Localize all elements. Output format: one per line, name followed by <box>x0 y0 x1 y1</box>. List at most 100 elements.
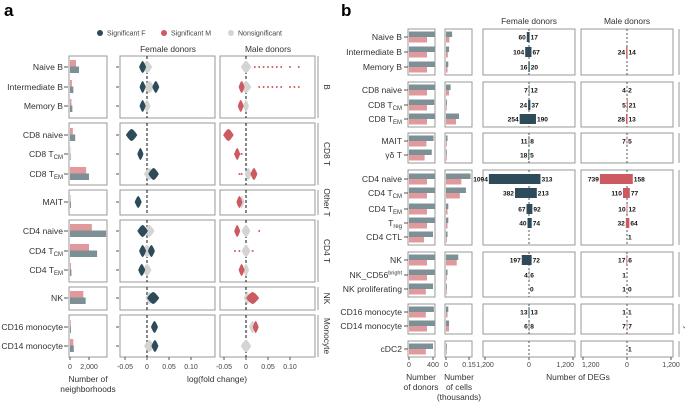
point <box>271 66 274 68</box>
axis-tick-label: 0.10 <box>283 364 297 371</box>
row-label-main: Memory B <box>24 101 63 111</box>
row-label-main: CD8 T <box>29 149 54 159</box>
bar-donors-male <box>409 67 427 73</box>
deg-count-label: 0 <box>530 286 534 293</box>
deg-count-label: 74 <box>533 220 541 227</box>
row-label-main: MAIT <box>381 136 402 146</box>
bar-cells-male <box>446 237 447 243</box>
legend-entry: Significant M <box>171 31 211 38</box>
cells-bar-panel <box>444 132 473 164</box>
point <box>238 153 241 155</box>
violin <box>143 100 151 112</box>
male-violin-panel <box>219 314 316 358</box>
deg-count-label: 11 <box>521 138 528 145</box>
bar-donors-female <box>409 283 433 289</box>
axis-title: (thousands) <box>437 392 481 402</box>
bar-cells-male <box>446 260 457 266</box>
point <box>289 86 291 88</box>
bar-neighborhoods-male <box>70 291 84 298</box>
deg-count-label: 8 <box>530 323 534 330</box>
point <box>238 250 241 252</box>
row-label: CD4 naive <box>23 226 63 236</box>
deg-count-label: 17 <box>531 34 539 41</box>
group-label: B <box>322 84 332 90</box>
bar-neighborhoods-male <box>70 244 89 251</box>
bar-donors-male <box>409 141 427 147</box>
bar-cells-male <box>446 275 447 281</box>
axis-tick-label: 0.10 <box>184 364 198 371</box>
cells-bar-panel <box>444 303 473 335</box>
row-label-main: cDC2 <box>381 344 403 354</box>
deg-count-label: 32 <box>617 220 625 227</box>
row-label: Intermediate B <box>346 47 402 57</box>
group-label: NK <box>683 269 685 281</box>
violin <box>139 81 146 93</box>
deg-count-label: 24 <box>520 102 528 109</box>
bar-donors-female <box>409 217 435 223</box>
deg-count-label: 1 <box>628 309 632 316</box>
deg-count-label: 158 <box>634 176 645 183</box>
neighborhood-bar-panel <box>68 189 108 216</box>
deg-count-label: 7 <box>622 138 626 145</box>
axis-tick-label: 0 <box>625 362 629 369</box>
axis-tick-label: 1,200 <box>582 362 600 369</box>
deg-count-label: 5 <box>622 102 626 109</box>
bar-cells-male <box>446 223 448 229</box>
group-label: CD4 T <box>322 239 332 263</box>
bar-cells-female <box>446 173 471 179</box>
deg-count-label: 60 <box>518 34 526 41</box>
bar-neighborhoods-male <box>70 60 76 67</box>
row-label: cDC2 <box>381 344 403 354</box>
deg-count-label: 0 <box>628 286 632 293</box>
deg-count-label: 4 <box>524 272 528 279</box>
deg-bar-down <box>626 47 627 57</box>
point <box>297 86 300 88</box>
violin <box>151 340 159 352</box>
row-label: CD8 TCM <box>368 100 402 112</box>
legend-swatch <box>97 30 103 36</box>
point <box>258 230 261 232</box>
bar-neighborhoods-male <box>70 99 72 106</box>
bar-donors-female <box>409 46 435 52</box>
row-label: CD4 TCM <box>29 246 63 258</box>
deg-count-label: 2 <box>628 87 632 94</box>
bar-donors-female <box>409 135 434 141</box>
deg-bar-down <box>626 255 627 265</box>
deg-bar-down <box>599 174 627 184</box>
point <box>253 66 256 68</box>
bar-cells-female <box>446 231 448 237</box>
row-label-main: γδ T <box>385 150 402 160</box>
female-violin-panel <box>119 189 216 216</box>
bar-donors-male <box>409 193 427 199</box>
violin <box>252 321 259 333</box>
violin <box>125 129 138 141</box>
female-violin-panel <box>119 286 216 311</box>
axis-title-lfc: log(fold change) <box>187 374 247 384</box>
bar-neighborhoods-female <box>70 66 80 73</box>
bar-donors-female <box>409 306 434 312</box>
bar-cells-male <box>446 90 450 96</box>
row-label-main: CD14 monocyte <box>1 341 63 351</box>
row-label-subscript: EM <box>54 271 63 277</box>
group-label: Monocyte <box>322 318 332 355</box>
row-label-main: CD4 T <box>368 204 393 214</box>
deg-bar-down <box>526 32 529 42</box>
deg-bar-down <box>527 218 529 228</box>
axis-title: of donors <box>404 382 439 392</box>
column-title-female: Female donors <box>140 44 196 54</box>
violin <box>241 225 251 237</box>
row-label: CD16 monocyte <box>340 307 402 317</box>
deg-bar-up <box>529 255 532 265</box>
point <box>258 66 261 68</box>
deg-count-label: 190 <box>537 116 548 123</box>
deg-count-label: 72 <box>533 257 541 264</box>
violin <box>238 81 245 93</box>
deg-count-label: 14 <box>629 49 637 56</box>
bar-neighborhoods-female <box>70 297 86 304</box>
bar-neighborhoods-female <box>70 134 76 141</box>
deg-count-label: 24 <box>618 49 626 56</box>
bar-cells-male <box>446 67 448 73</box>
axis-tick-label: 0 <box>145 364 149 371</box>
bar-donors-male <box>409 312 426 318</box>
violin <box>241 245 251 257</box>
